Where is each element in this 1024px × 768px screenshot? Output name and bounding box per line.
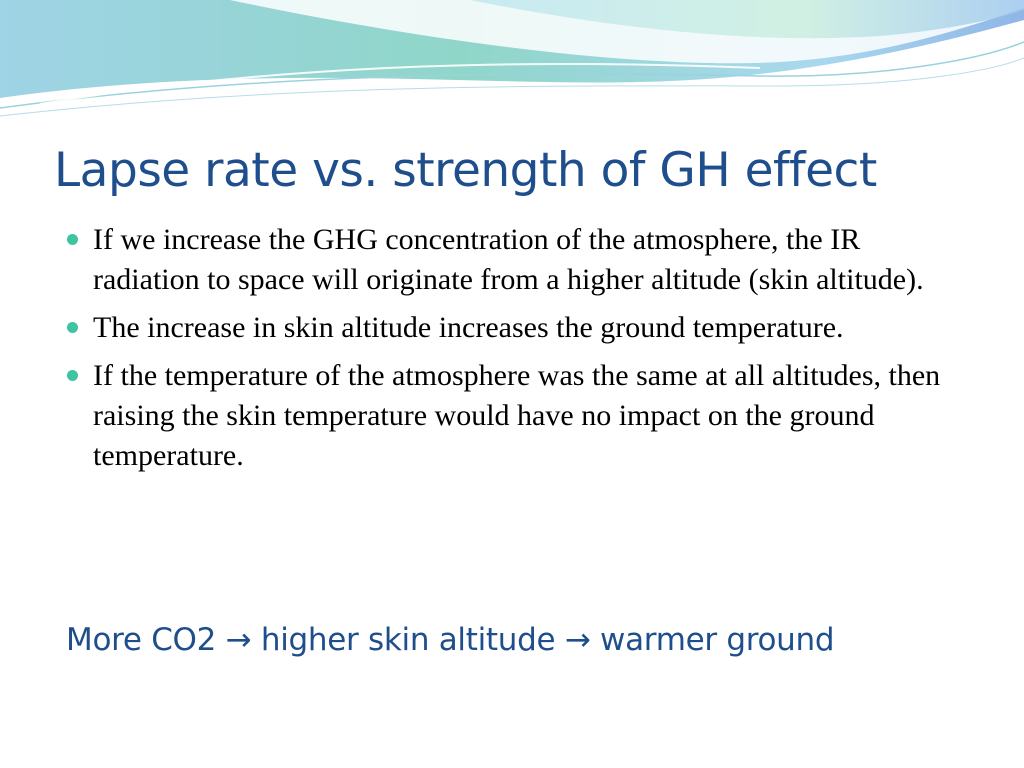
bullet-marker-icon xyxy=(67,370,78,381)
bullet-marker-icon xyxy=(67,234,78,245)
bullet-marker-icon xyxy=(67,322,78,333)
bullet-text: The increase in skin altitude increases … xyxy=(93,311,844,344)
bullet-item-1: If we increase the GHG concentration of … xyxy=(64,220,974,300)
bullet-text: If the temperature of the atmosphere was… xyxy=(93,359,941,472)
bullet-text: If we increase the GHG concentration of … xyxy=(93,223,924,296)
bullet-item-2: The increase in skin altitude increases … xyxy=(64,308,974,348)
slide-title: Lapse rate vs. strength of GH effect xyxy=(54,143,877,198)
wave-banner-decoration xyxy=(0,0,1024,117)
bullet-item-3: If the temperature of the atmosphere was… xyxy=(64,356,974,476)
bullet-list: If we increase the GHG concentration of … xyxy=(64,220,974,484)
conclusion-text: More CO2 → higher skin altitude → warmer… xyxy=(66,622,835,658)
